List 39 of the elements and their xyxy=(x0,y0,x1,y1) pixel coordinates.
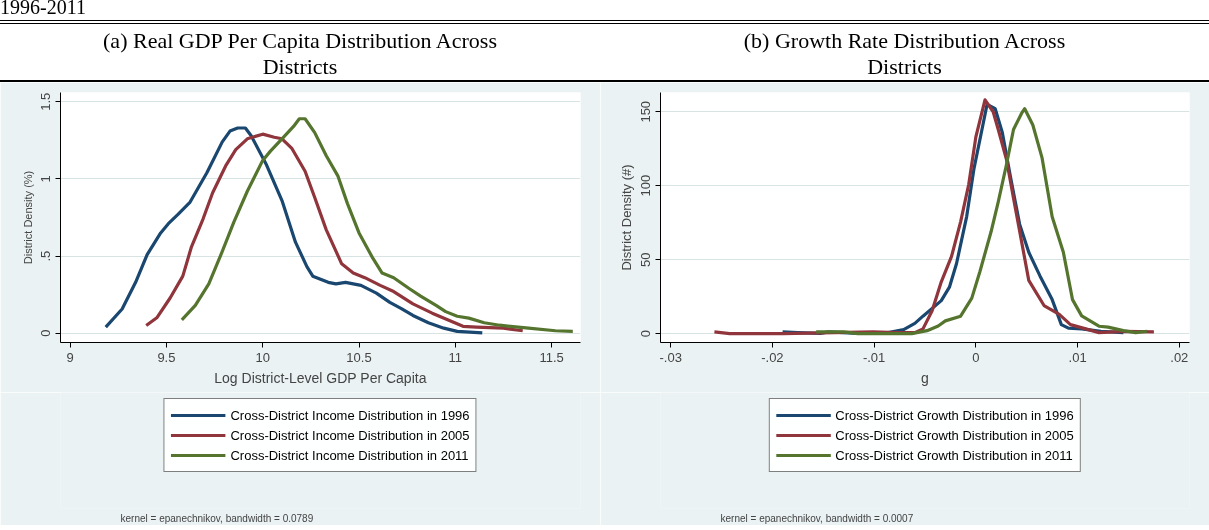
text: kernel = epanechnikov, bandwidth = 0.0007 xyxy=(720,512,914,524)
chart-title: (b) Growth Rate Distribution Across Districts xyxy=(743,28,1066,80)
legend-label: Cross-District Income Distribution in 1996 xyxy=(230,407,470,423)
line-series xyxy=(180,117,575,333)
x-axis-title: Log District-Level GDP Per Capita xyxy=(214,369,427,386)
x-tick-label: 10.5 xyxy=(346,349,372,365)
x-axis-title: g xyxy=(921,369,929,386)
y-tick-label: 1.5 xyxy=(38,92,54,111)
legend-label: Cross-District Growth Distribution in 2005 xyxy=(835,427,1074,443)
y-tick-label: 50 xyxy=(638,252,654,267)
x-tick-label: .01 xyxy=(1068,349,1087,365)
y-axis-title: District Density (#) xyxy=(618,164,634,271)
y-tick-label: 0 xyxy=(638,330,654,338)
x-tick-label: -.03 xyxy=(659,349,682,365)
y-tick-label: 0 xyxy=(38,329,54,337)
x-tick-label: 11 xyxy=(448,349,463,365)
line-series xyxy=(104,126,484,335)
x-tick-label: 9 xyxy=(66,349,74,365)
legend-label: Cross-District Growth Distribution in 2011 xyxy=(835,447,1073,463)
y-tick-label: .5 xyxy=(38,250,54,262)
text: kernel = epanechnikov, bandwidth = 0.0789 xyxy=(120,512,314,524)
x-tick-label: -.02 xyxy=(761,349,784,365)
legend-label: Cross-District Income Distribution in 2005 xyxy=(230,427,470,443)
y-tick-label: 1 xyxy=(38,175,54,183)
x-tick-label: 0 xyxy=(972,349,980,365)
x-tick-label: .02 xyxy=(1170,349,1189,365)
x-tick-label: 9.5 xyxy=(157,349,176,365)
x-tick-label: -.01 xyxy=(862,349,886,365)
text: 1996-2011 xyxy=(0,0,86,18)
y-axis-title: District Density (%) xyxy=(21,170,34,265)
legend-label: Cross-District Growth Distribution in 1996 xyxy=(835,407,1074,423)
line-series xyxy=(814,107,1149,336)
y-tick-label: 150 xyxy=(638,100,654,123)
legend-label: Cross-District Income Distribution in 2011 xyxy=(230,447,469,463)
x-tick-label: 11.5 xyxy=(539,349,564,365)
line-series xyxy=(144,132,525,333)
chart-title: (a) Real GDP Per Capita Distribution Across Districts xyxy=(103,28,497,80)
x-tick-label: 10 xyxy=(255,349,270,365)
y-tick-label: 100 xyxy=(638,174,654,197)
